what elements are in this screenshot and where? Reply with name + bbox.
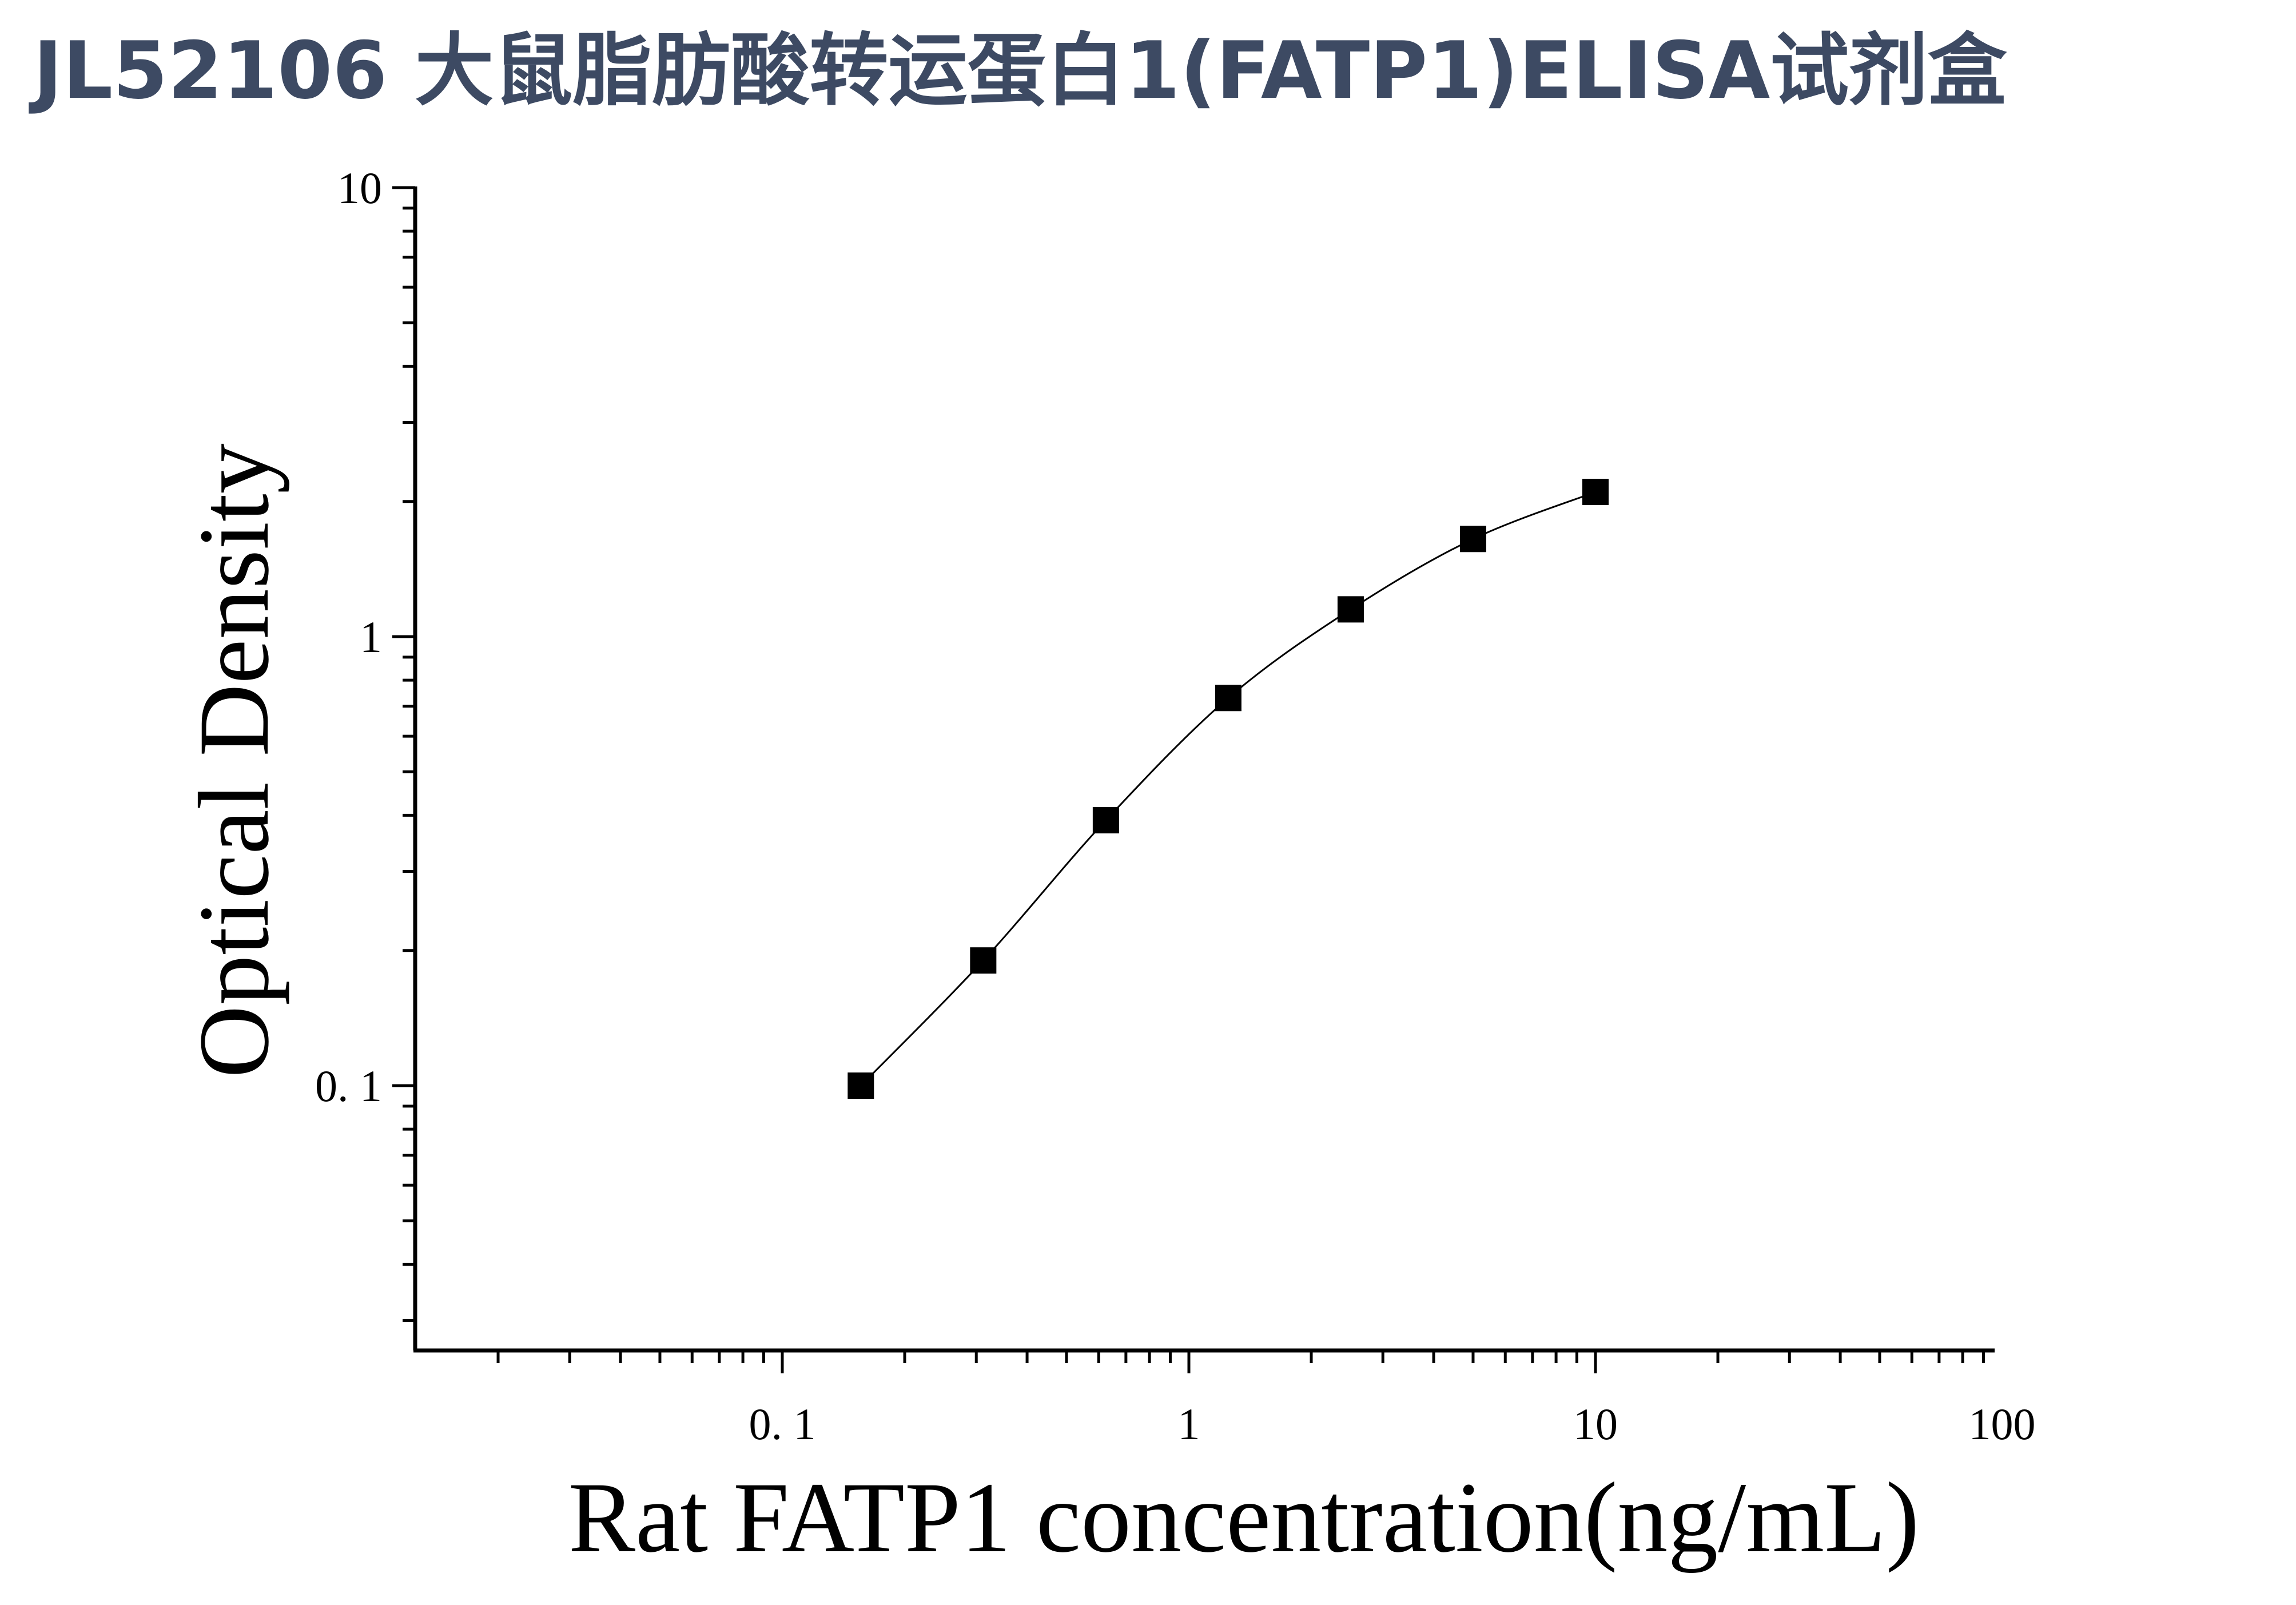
fit-curve-layer [849, 491, 1596, 1098]
x-tick-label: 10 [1573, 1399, 1618, 1449]
fit-curve [849, 491, 1596, 1098]
data-point [1215, 685, 1241, 712]
x-tick-label: 0. 1 [749, 1399, 816, 1449]
axes [392, 186, 1995, 1373]
data-point [970, 947, 997, 974]
y-tick-label: 0. 1 [315, 1061, 382, 1111]
y-tick-label: 10 [337, 163, 382, 213]
data-point [1092, 807, 1119, 834]
x-tick-label: 100 [1969, 1399, 2036, 1449]
data-point [1459, 526, 1486, 553]
chart-title: JL52106 大鼠脂肪酸转运蛋白1(FATP1)ELISA试剂盒 [33, 25, 2007, 117]
y-axis-title: Optical Density [178, 443, 290, 1078]
data-point [1582, 479, 1609, 506]
data-point [847, 1072, 874, 1099]
tick-labels: 0. 1 1 10 0. 1 1 10 100 [315, 163, 2036, 1449]
x-axis-title: Rat FATP1 concentration(ng/mL) [568, 1462, 1920, 1574]
data-point [1337, 596, 1364, 623]
data-points [847, 479, 1609, 1099]
y-tick-label: 1 [360, 612, 382, 662]
x-tick-label: 1 [1178, 1399, 1200, 1449]
